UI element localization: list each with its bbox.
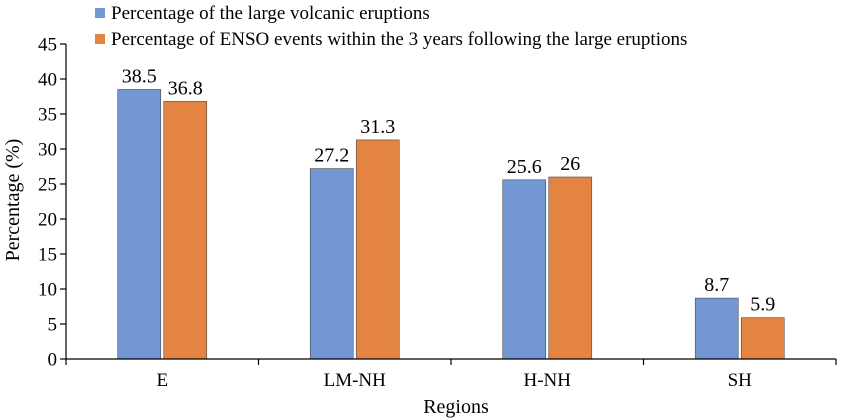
data-label: 36.8 xyxy=(168,77,203,99)
legend-label: Percentage of ENSO events within the 3 y… xyxy=(111,29,687,50)
legend-swatch xyxy=(95,8,105,18)
bar xyxy=(117,89,162,360)
data-label: 27.2 xyxy=(314,145,349,167)
data-label: 8.7 xyxy=(704,274,729,296)
y-tick-label: 0 xyxy=(48,350,58,371)
legend: Percentage of the large volcanic eruptio… xyxy=(95,3,687,50)
data-label: 38.5 xyxy=(122,66,157,88)
x-tick-label: H-NH xyxy=(524,370,572,391)
y-axis: 0 5 10 15 20 25 30 35 40 45 xyxy=(38,35,67,371)
bar xyxy=(740,317,785,360)
data-label: 31.3 xyxy=(360,116,395,138)
y-axis-title: Percentage (%) xyxy=(2,139,24,262)
bar xyxy=(548,176,593,360)
bar xyxy=(694,297,739,360)
y-tick-label: 45 xyxy=(38,35,57,56)
data-label: 25.6 xyxy=(507,156,542,178)
y-tick-label: 30 xyxy=(38,140,57,161)
bar xyxy=(309,168,354,360)
x-axis: E LM-NH H-NH SH xyxy=(65,358,837,391)
bar xyxy=(163,101,208,360)
y-tick-label: 15 xyxy=(38,245,57,266)
y-tick-label: 20 xyxy=(38,210,57,231)
data-label: 26 xyxy=(560,153,580,175)
y-tick-label: 25 xyxy=(38,175,57,196)
y-tick-label: 10 xyxy=(38,280,57,301)
x-tick-label: LM-NH xyxy=(324,370,387,391)
data-label: 5.9 xyxy=(750,294,775,316)
legend-label: Percentage of the large volcanic eruptio… xyxy=(111,3,430,24)
y-tick-label: 40 xyxy=(38,70,57,91)
y-tick-label: 35 xyxy=(38,105,57,126)
x-tick-label: E xyxy=(156,370,168,391)
y-tick-label: 5 xyxy=(48,315,58,336)
legend-swatch xyxy=(95,34,105,44)
bar xyxy=(502,179,547,360)
bar xyxy=(355,139,400,360)
x-tick-label: SH xyxy=(728,370,753,391)
x-axis-title: Regions xyxy=(423,396,489,418)
bars: 38.5 36.8 27.2 31.3 25.6 26 8.7 5.9 xyxy=(117,66,785,360)
